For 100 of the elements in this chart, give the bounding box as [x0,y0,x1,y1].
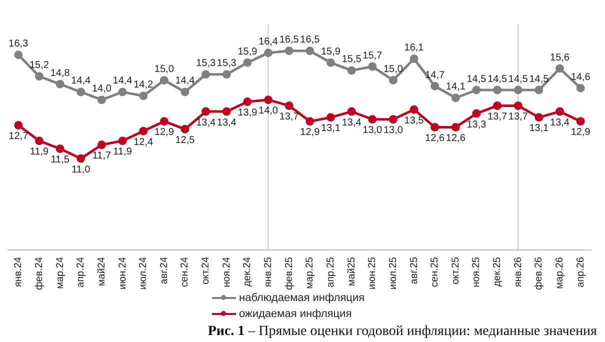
x-tick-label: июн.24 [117,256,128,290]
data-label: 14,6 [570,72,591,83]
point [76,154,86,163]
data-label: 12,7 [8,131,29,142]
data-label: 14,5 [508,74,528,85]
data-label: 15,5 [342,54,362,66]
point [306,117,314,126]
data-label: 16,4 [258,36,278,48]
x-tick-label: авг.24 [158,256,170,284]
data-label: 13,4 [550,117,570,128]
data-label: 14,4 [175,76,196,87]
data-label: 14,5 [529,74,550,85]
x-tick-label: мар.25 [304,256,316,289]
data-label: 13,9 [238,108,258,119]
data-label: 13,0 [383,125,404,136]
point [97,140,106,150]
data-label: 16,5 [300,34,320,46]
data-label: 12,9 [570,127,591,138]
x-tick-label: июн.25 [367,256,378,290]
x-tick-label: сен.25 [430,256,441,287]
x-tick-label: сен.24 [180,256,191,287]
point [410,54,418,63]
x-tick-label: окт.25 [450,256,462,284]
data-label: 12,6 [425,132,446,144]
data-label: 15,3 [196,58,216,70]
data-label: 13,0 [362,125,383,136]
point [326,58,335,67]
point [556,107,564,116]
data-label: 11,9 [113,146,132,158]
data-label: 13,3 [466,119,487,130]
data-label: 11,7 [92,150,112,162]
x-tick-label: мар.26 [554,256,566,289]
x-tick-label: окт.24 [200,256,212,284]
point [451,122,460,132]
point [202,107,210,116]
point [347,107,356,116]
point [284,46,294,56]
data-label: 14,4 [112,76,133,87]
data-label: 12,4 [134,136,154,148]
data-label: 14,4 [71,76,92,87]
point [368,115,377,124]
data-label: 16,1 [404,42,424,54]
data-label: 16,5 [279,34,300,46]
point [368,62,377,71]
text: Рис. 1 – Прямые оценки годовой инфляции: медианные значения [208,324,597,340]
x-tick-label: янв.24 [13,256,24,288]
data-label: 15,7 [362,50,383,62]
x-tick-label: ноя.25 [471,256,482,288]
data-label: 11,9 [30,146,50,158]
data-label: 13,4 [196,117,216,128]
point [493,101,502,110]
x-tick-label: дек.24 [242,256,254,287]
point [430,82,440,90]
data-label: 14,5 [466,74,487,85]
data-label: 11,0 [72,164,91,176]
point [14,121,23,130]
data-label: 15,2 [30,60,50,72]
point [306,46,314,56]
data-label: 13,5 [404,115,424,126]
data-label: 12,9 [154,127,174,138]
x-tick-label: фев.26 [534,256,545,290]
point [118,88,127,96]
point [388,115,398,124]
x-tick-label: фев.24 [34,256,45,290]
point [139,92,148,100]
point [493,86,502,94]
point [388,76,398,85]
point [451,94,460,102]
point [222,107,231,116]
data-label: 13,4 [216,117,237,128]
x-tick-label: апр.25 [325,256,336,288]
x-tick-label: янв.26 [512,256,524,288]
point [97,96,106,104]
point [430,122,440,132]
point [222,70,231,79]
legend-label: наблюдаемая инфляция [239,292,365,304]
point [534,113,544,122]
data-label: 14,8 [50,68,70,79]
point [14,50,23,60]
x-tick-label: янв.25 [263,256,274,288]
point [284,101,294,110]
point [347,66,356,75]
data-label: 15,0 [383,64,404,76]
point [576,84,585,92]
data-label: 12,6 [446,132,466,144]
x-tick-label: авг.25 [408,256,420,284]
data-label: 14,0 [92,84,112,95]
data-label: 15,9 [238,46,258,58]
point [243,58,252,67]
point [202,70,210,79]
point [180,124,190,134]
point [180,88,190,96]
data-label: 12,5 [175,134,196,146]
point [576,117,585,126]
x-tick-label: июл.25 [388,256,399,290]
point [56,80,64,88]
point [472,109,481,118]
data-label: 13,1 [529,123,550,134]
data-label: 14,2 [134,80,154,91]
x-tick-label: фев.25 [284,256,295,290]
